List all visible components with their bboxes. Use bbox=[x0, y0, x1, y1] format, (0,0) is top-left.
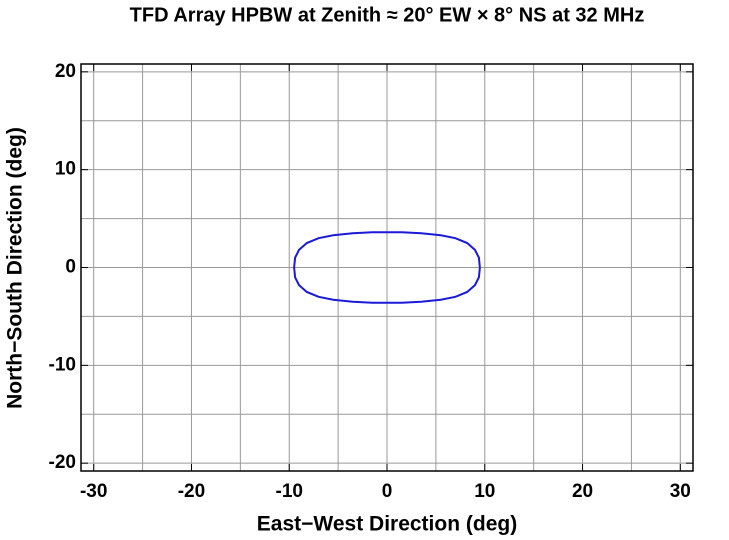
y-axis-label: North−South Direction (deg) bbox=[4, 127, 27, 409]
y-tick-label: 0 bbox=[65, 257, 76, 278]
contour-line bbox=[293, 231, 481, 304]
x-tick-label: -20 bbox=[178, 481, 205, 502]
x-tick-label: 10 bbox=[474, 481, 495, 502]
x-tick-label: 20 bbox=[572, 481, 593, 502]
x-tick-label: 30 bbox=[670, 481, 691, 502]
x-tick-label: -10 bbox=[276, 481, 303, 502]
chart-title: TFD Array HPBW at Zenith ≈ 20° EW × 8° N… bbox=[130, 4, 645, 26]
x-axis-label: East−West Direction (deg) bbox=[257, 513, 517, 536]
y-tick-label: -10 bbox=[49, 354, 76, 375]
y-tick-label: -20 bbox=[49, 452, 76, 473]
y-tick-label: 10 bbox=[55, 159, 76, 180]
x-tick-label: -30 bbox=[80, 481, 107, 502]
y-tick-label: 20 bbox=[55, 61, 76, 82]
x-tick-label: 0 bbox=[382, 481, 393, 502]
